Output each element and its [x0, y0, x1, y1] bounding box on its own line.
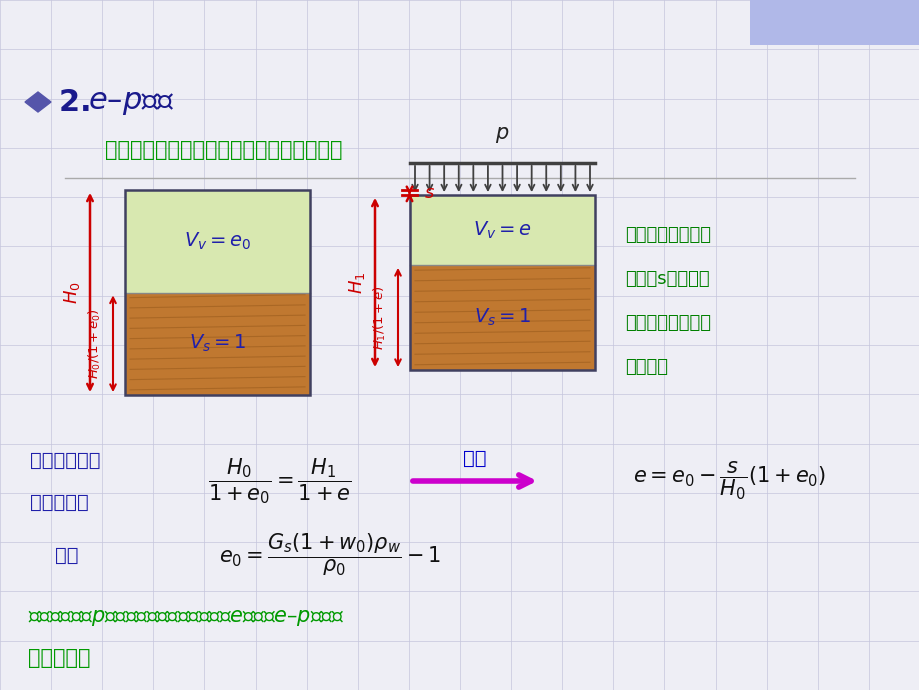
Text: $\dfrac{H_0}{1+e_0}=\dfrac{H_1}{1+e}$: $\dfrac{H_0}{1+e_0}=\dfrac{H_1}{1+e}$	[208, 456, 351, 506]
Text: $p$: $p$	[494, 125, 509, 145]
Text: $\mathbf{2.}$: $\mathbf{2.}$	[58, 88, 90, 117]
Text: 研究土在不同压力作用下，孔隙比变化规律: 研究土在不同压力作用下，孔隙比变化规律	[105, 140, 342, 160]
Text: 土样在压缩前后变: 土样在压缩前后变	[624, 226, 710, 244]
Text: 为压缩曲线: 为压缩曲线	[28, 648, 90, 668]
Text: 土粒高度在受: 土粒高度在受	[30, 451, 100, 469]
Text: $s$: $s$	[424, 184, 435, 201]
Bar	[749, 0, 919, 45]
Text: $V_s=1$: $V_s=1$	[473, 307, 530, 328]
Text: 整理: 整理	[463, 448, 486, 468]
Text: 压前后不变: 压前后不变	[30, 493, 88, 511]
Text: $e_0=\dfrac{G_s(1+w_0)\rho_w}{\rho_0}-1$: $e_0=\dfrac{G_s(1+w_0)\rho_w}{\rho_0}-1$	[219, 532, 441, 578]
Bar	[125, 293, 310, 395]
Bar	[125, 190, 310, 395]
Text: 程中土粒体积和底: 程中土粒体积和底	[624, 314, 710, 332]
Bar	[410, 195, 595, 265]
Bar	[410, 195, 595, 370]
Text: $e=e_0-\dfrac{s}{H_0}(1+e_0)$: $e=e_0-\dfrac{s}{H_0}(1+e_0)$	[632, 460, 825, 502]
Text: $V_v=e_0$: $V_v=e_0$	[184, 230, 251, 252]
Text: 根据不同压力$p$作用下，达到稳定的孔隙比$e$，绘制$e$–$p$曲线，: 根据不同压力$p$作用下，达到稳定的孔隙比$e$，绘制$e$–$p$曲线，	[28, 608, 344, 628]
Text: $V_s=1$: $V_s=1$	[188, 333, 246, 355]
Text: $e$–$p$曲线: $e$–$p$曲线	[88, 88, 175, 117]
Text: $H_1/(1+e)$: $H_1/(1+e)$	[371, 285, 388, 350]
Text: 形量为s，整个过: 形量为s，整个过	[624, 270, 709, 288]
Text: $H_1$: $H_1$	[346, 271, 367, 294]
Text: 面积不变: 面积不变	[624, 358, 667, 376]
Text: $H_0$: $H_0$	[62, 281, 82, 304]
Bar	[125, 190, 310, 293]
Text: $H_0/(1+e_0)$: $H_0/(1+e_0)$	[87, 308, 103, 380]
Text: 其中: 其中	[55, 546, 78, 564]
Polygon shape	[25, 92, 51, 112]
Text: $V_v=e$: $V_v=e$	[472, 219, 531, 241]
Bar	[410, 265, 595, 370]
